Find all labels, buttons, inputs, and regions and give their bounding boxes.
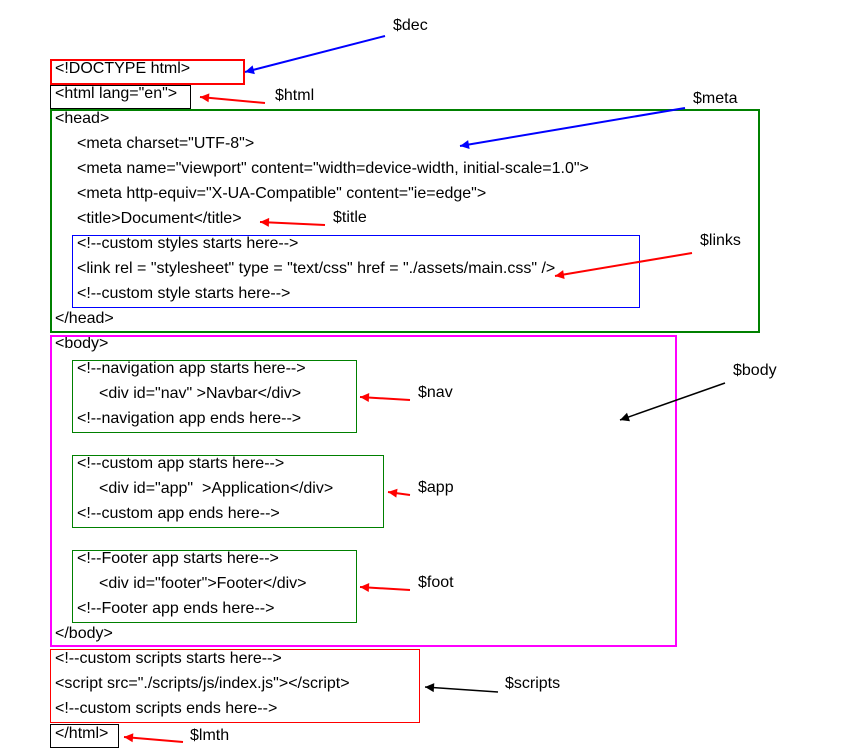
arrow-html <box>200 93 265 103</box>
anno-foot: $foot <box>418 574 454 592</box>
arrow-lmth <box>124 733 183 742</box>
arrow-scripts <box>425 683 498 692</box>
closehtml-box <box>50 724 119 748</box>
htmltag-box <box>50 85 191 109</box>
doctype-box <box>50 59 245 85</box>
nav-box <box>72 360 357 433</box>
anno-html: $html <box>275 87 314 105</box>
anno-title: $title <box>333 209 367 227</box>
diagram-canvas: <!DOCTYPE html><html lang="en"><head><me… <box>0 0 847 749</box>
links-box <box>72 235 640 308</box>
anno-app: $app <box>418 479 454 497</box>
anno-scripts: $scripts <box>505 675 560 693</box>
arrow-dec <box>245 36 385 74</box>
anno-links: $links <box>700 232 741 250</box>
anno-meta: $meta <box>693 90 737 108</box>
foot-box <box>72 550 357 623</box>
anno-body: $body <box>733 362 777 380</box>
anno-lmth: $lmth <box>190 727 229 745</box>
scripts-box <box>50 649 420 723</box>
anno-dec: $dec <box>393 17 428 35</box>
anno-nav: $nav <box>418 384 453 402</box>
app-box <box>72 455 384 528</box>
